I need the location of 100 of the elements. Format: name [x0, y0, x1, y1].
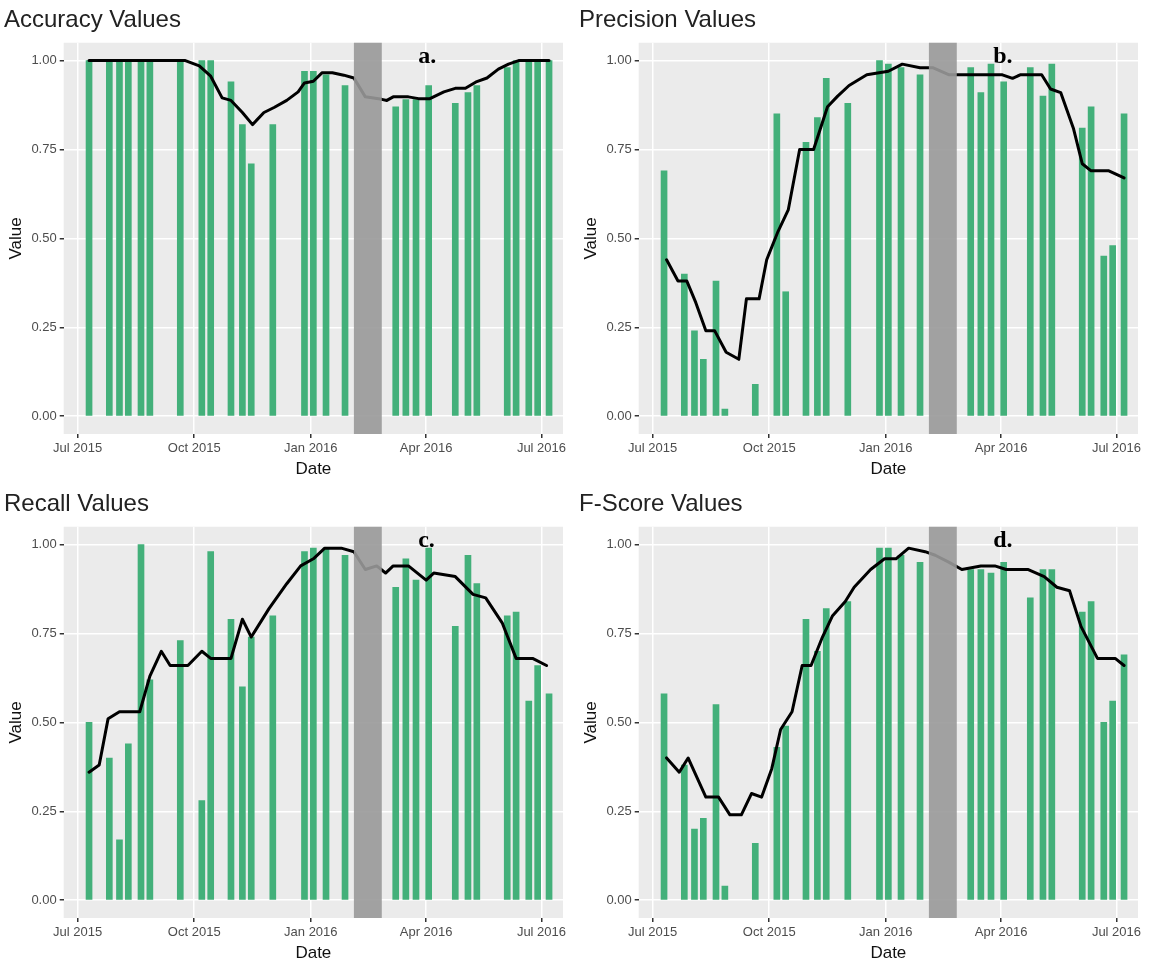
bar [301, 70, 308, 416]
bar [1039, 95, 1047, 416]
y-tick-label: 0.00 [606, 407, 632, 423]
y-tick-label: 0.25 [606, 802, 632, 818]
x-axis-title: Date [870, 459, 907, 479]
bar [680, 273, 688, 416]
y-tick-label: 0.00 [31, 407, 57, 423]
chart-title: Accuracy Values [4, 5, 181, 33]
x-tick-label: Jan 2016 [859, 924, 913, 940]
bar [534, 665, 541, 900]
chart-title: F-Score Values [579, 489, 743, 517]
chart-title: Precision Values [579, 5, 756, 33]
y-axis-title: Value [5, 217, 25, 260]
bar [1000, 562, 1007, 900]
y-tick-label: 0.75 [31, 141, 57, 157]
x-tick-label: Apr 2016 [974, 440, 1028, 456]
bar [1078, 127, 1086, 416]
bar [207, 60, 215, 416]
x-tick-label: Jul 2015 [628, 924, 678, 940]
bar [844, 601, 852, 900]
bar [176, 640, 184, 900]
bar [239, 686, 246, 900]
x-axis-title: Date [295, 943, 332, 963]
y-axis-title: Value [5, 701, 25, 744]
bar [751, 842, 759, 900]
bar [247, 163, 255, 416]
y-tick-label: 0.75 [606, 141, 632, 157]
bar [814, 117, 821, 416]
bar [207, 551, 215, 900]
bar [700, 818, 707, 900]
bar [425, 547, 432, 900]
bar [1078, 611, 1086, 900]
bar [310, 70, 317, 416]
x-tick-label: Oct 2015 [742, 924, 796, 940]
bar [876, 60, 883, 416]
bar [814, 650, 821, 900]
bar [503, 615, 511, 900]
x-tick-label: Apr 2016 [399, 924, 453, 940]
bar [322, 547, 330, 900]
bar [987, 572, 995, 900]
y-tick-label: 0.25 [31, 318, 57, 334]
bar [691, 828, 698, 900]
x-tick-label: Jul 2016 [516, 924, 567, 940]
y-tick-label: 0.25 [606, 318, 632, 334]
x-tick-label: Jan 2016 [859, 440, 913, 456]
bar [198, 800, 206, 900]
bar [116, 60, 123, 416]
y-tick-label: 0.50 [31, 713, 57, 729]
bar [392, 586, 400, 900]
x-tick-label: Jul 2015 [628, 440, 678, 456]
y-tick-label: 1.00 [31, 52, 57, 68]
y-tick-label: 0.75 [31, 625, 57, 641]
bar [85, 60, 93, 416]
bar [269, 615, 277, 900]
bar [916, 74, 924, 416]
bar [125, 60, 132, 416]
x-tick-label: Jan 2016 [284, 440, 338, 456]
bar [1000, 81, 1007, 416]
x-axis-title: Date [870, 943, 907, 963]
bar [545, 60, 553, 416]
annotation: d. [993, 526, 1013, 552]
bar [1048, 63, 1056, 416]
bar [967, 67, 975, 416]
bar [125, 743, 132, 900]
x-tick-label: Jul 2015 [53, 440, 103, 456]
x-tick-label: Oct 2015 [167, 440, 221, 456]
bar [464, 92, 472, 416]
bar [876, 547, 883, 900]
bar [503, 67, 511, 416]
bar [105, 60, 113, 416]
y-tick-label: 1.00 [31, 536, 57, 552]
bar [105, 757, 113, 900]
bar [116, 839, 123, 900]
y-tick-label: 1.00 [606, 536, 632, 552]
bar [269, 124, 277, 416]
bar [239, 124, 246, 416]
y-tick-label: 0.50 [31, 229, 57, 245]
bar [301, 551, 308, 900]
bar [247, 636, 255, 900]
bar [137, 60, 145, 416]
annotation: b. [993, 42, 1013, 68]
bar [822, 78, 830, 416]
x-tick-label: Apr 2016 [974, 924, 1028, 940]
bar [412, 99, 420, 416]
bar [1109, 245, 1116, 416]
bar [176, 60, 184, 416]
bar [897, 554, 905, 900]
y-tick-label: 0.25 [31, 802, 57, 818]
bar [782, 291, 790, 416]
bar [451, 102, 459, 416]
x-axis-title: Date [295, 459, 332, 479]
bar [392, 106, 400, 416]
y-tick-label: 0.00 [31, 891, 57, 907]
bar [322, 74, 330, 416]
x-tick-label: Jul 2016 [1091, 924, 1142, 940]
chart-title: Recall Values [4, 489, 149, 517]
bar [751, 383, 759, 416]
bar [977, 92, 985, 416]
bar [1048, 569, 1056, 900]
y-tick-label: 0.50 [606, 229, 632, 245]
